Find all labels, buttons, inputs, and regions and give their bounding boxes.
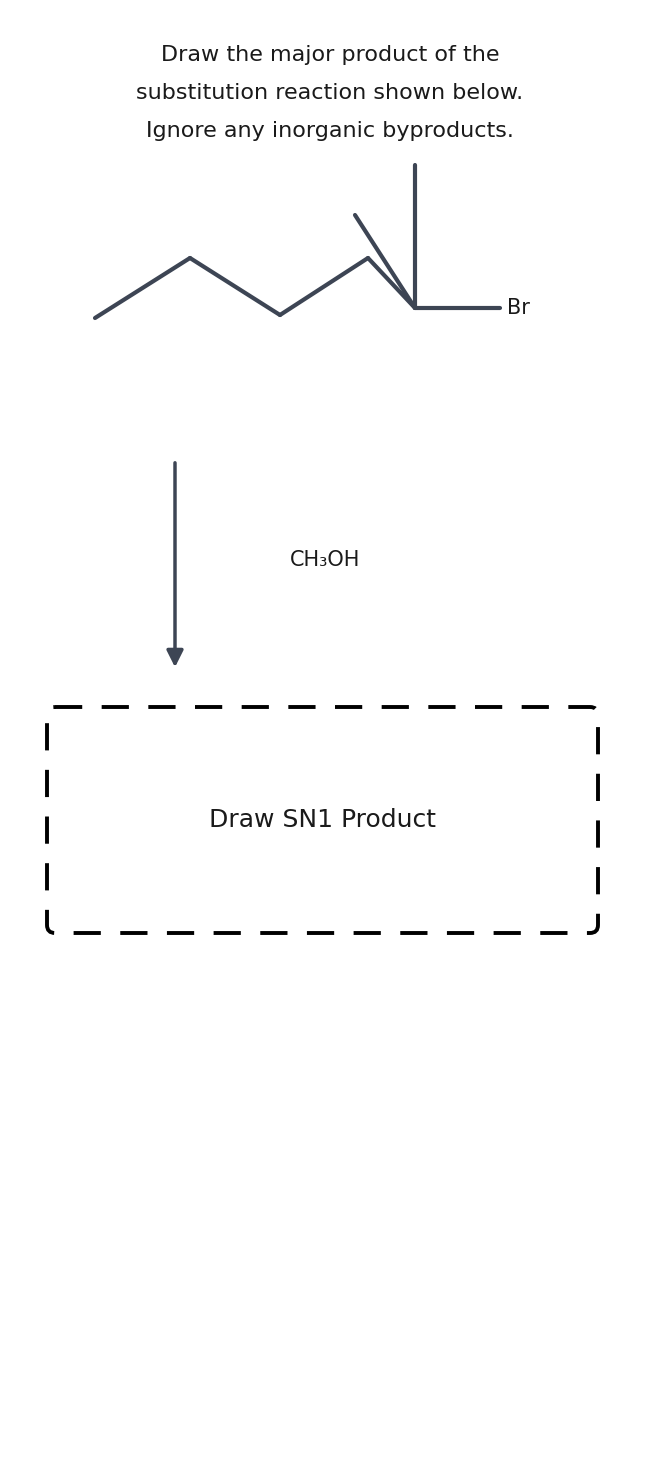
Text: Draw SN1 Product: Draw SN1 Product [209, 808, 436, 833]
Text: substitution reaction shown below.: substitution reaction shown below. [137, 84, 523, 103]
FancyBboxPatch shape [47, 707, 598, 932]
Text: Br: Br [507, 298, 530, 318]
Text: Draw the major product of the: Draw the major product of the [161, 45, 499, 65]
Text: CH₃OH: CH₃OH [290, 550, 360, 570]
Text: Ignore any inorganic byproducts.: Ignore any inorganic byproducts. [146, 122, 514, 141]
